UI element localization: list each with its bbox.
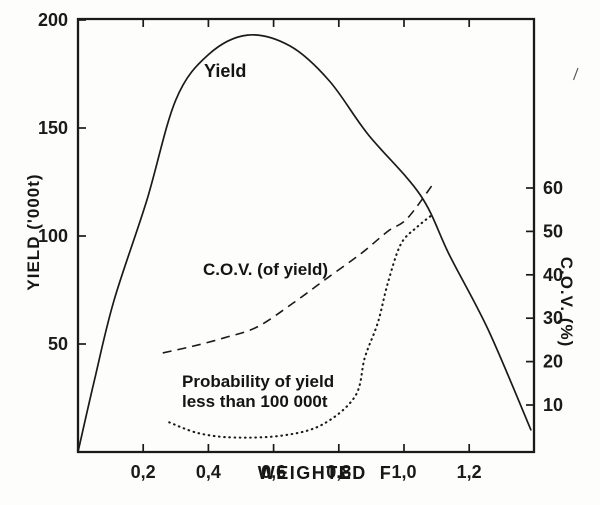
scan-artifact bbox=[572, 67, 579, 81]
y-left-tick-label: 150 bbox=[38, 118, 68, 138]
y-right-tick-label: 60 bbox=[543, 178, 563, 198]
x-tick-label: 0,2 bbox=[131, 462, 156, 482]
yield-curve-label: Yield bbox=[204, 61, 247, 81]
probability-curve-label: Probability of yield less than 100 000t bbox=[182, 372, 334, 412]
probability-label-line2: less than 100 000t bbox=[182, 392, 328, 411]
y-right-tick-label: 30 bbox=[543, 308, 563, 328]
y-left-tick-label: 50 bbox=[48, 334, 68, 354]
axes-frame bbox=[76, 17, 536, 454]
y-left-tick-label: 100 bbox=[38, 226, 68, 246]
y-right-tick-label: 50 bbox=[543, 221, 563, 241]
x-tick-label: 0,6 bbox=[261, 462, 286, 482]
y-left-tick-label: 200 bbox=[38, 10, 68, 30]
y-right-tick-label: 10 bbox=[543, 395, 563, 415]
x-tick-label: 1,0 bbox=[391, 462, 416, 482]
y-right-tick-label: 40 bbox=[543, 265, 563, 285]
x-axis-title: WEIGHTED F bbox=[257, 463, 393, 483]
probability-label-line1: Probability of yield bbox=[182, 372, 335, 391]
cov-of-yield-curve bbox=[162, 183, 434, 354]
cov-curve-label: C.O.V. (of yield) bbox=[203, 260, 329, 279]
y-left-axis-title: YIELD ('000t) bbox=[24, 173, 43, 291]
x-tick-label: 0,4 bbox=[196, 462, 221, 482]
y-right-axis-title: C.O.V. (%) bbox=[557, 256, 576, 348]
x-tick-label: 1,2 bbox=[457, 462, 482, 482]
y-right-tick-label: 20 bbox=[543, 352, 563, 372]
x-tick-label: 0,8 bbox=[326, 462, 351, 482]
yield-curve bbox=[77, 34, 532, 453]
